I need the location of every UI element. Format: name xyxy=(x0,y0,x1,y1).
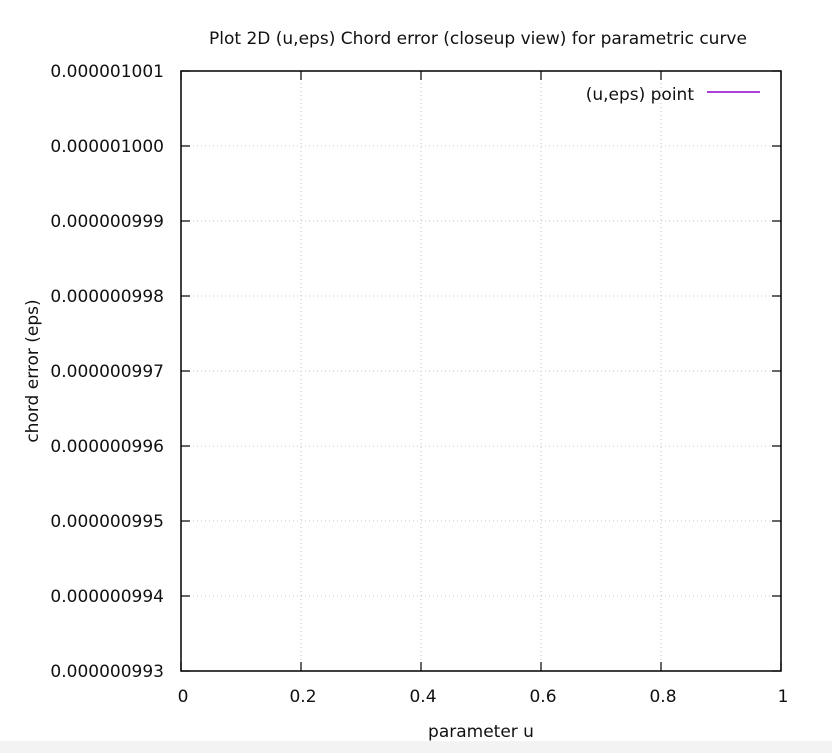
x-tick-label: 0 xyxy=(178,687,189,707)
x-tick-label: 0.8 xyxy=(649,687,676,707)
y-tick-label: 0.000000996 xyxy=(50,437,164,457)
chart-title: Plot 2D (u,eps) Chord error (closeup vie… xyxy=(209,29,747,49)
y-tick-label: 0.000000998 xyxy=(50,287,164,307)
x-tick-label: 0.4 xyxy=(409,687,436,707)
y-tick-label: 0.000001000 xyxy=(50,137,164,157)
y-axis-label: chord error (eps) xyxy=(23,299,43,442)
x-tick-label: 0.2 xyxy=(289,687,316,707)
x-tick-label: 1 xyxy=(778,687,789,707)
bottom-strip xyxy=(0,741,832,753)
y-tick-label: 0.000000999 xyxy=(50,212,164,232)
x-tick-label: 0.6 xyxy=(529,687,556,707)
y-tick-label: 0.000000993 xyxy=(50,662,164,682)
y-tick-label: 0.000000994 xyxy=(50,587,164,607)
y-tick-label: 0.000000995 xyxy=(50,512,164,532)
y-tick-label: 0.000000997 xyxy=(50,362,164,382)
legend: (u,eps) point xyxy=(586,85,760,105)
y-tick-label: 0.000001001 xyxy=(50,62,164,82)
ticks-layer: 0 0.2 0.4 0.6 0.8 1 0.000000993 0.000000994 0.00… xyxy=(50,62,788,707)
grid-layer xyxy=(180,70,782,672)
x-axis-label: parameter u xyxy=(428,722,534,742)
legend-series-label: (u,eps) point xyxy=(586,85,695,105)
